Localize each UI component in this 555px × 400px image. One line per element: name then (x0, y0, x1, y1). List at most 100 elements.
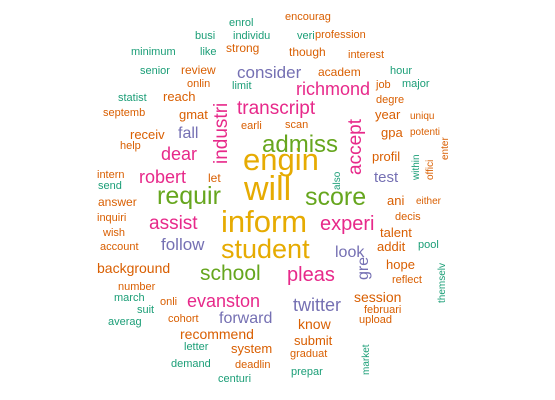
word: academ (318, 65, 361, 79)
word: suit (137, 304, 155, 316)
word: session (354, 289, 402, 305)
word: look (335, 244, 365, 261)
word: profil (372, 149, 401, 164)
word: prepar (291, 366, 323, 378)
word: let (208, 171, 221, 185)
word: transcript (237, 98, 316, 119)
word: enter (440, 137, 451, 160)
word: receiv (130, 127, 165, 142)
word: wish (103, 227, 126, 239)
word: dear (161, 144, 198, 164)
word: send (98, 180, 122, 192)
word: statist (118, 92, 147, 104)
word: pool (418, 239, 439, 251)
word: accept (345, 119, 366, 175)
word: fall (178, 125, 199, 142)
word: degre (376, 94, 405, 106)
word: busi (195, 30, 216, 42)
word: account (100, 241, 139, 253)
word: know (298, 316, 331, 332)
word: limit (232, 80, 252, 92)
word: onli (160, 296, 178, 308)
word: pleas (287, 264, 335, 286)
word: interest (348, 49, 385, 61)
word: scan (285, 119, 309, 131)
word: gre (355, 256, 372, 280)
word: gpa (381, 125, 403, 140)
word: review (181, 63, 216, 77)
word: market (361, 344, 372, 375)
word: demand (171, 358, 211, 370)
word: twitter (293, 295, 342, 315)
word: letter (184, 341, 209, 353)
word: job (376, 79, 391, 91)
word: ani (387, 193, 405, 208)
word: either (416, 196, 442, 207)
word: enrol (229, 17, 254, 29)
word: profession (315, 29, 366, 41)
word: reach (163, 89, 196, 104)
word: test (374, 169, 399, 186)
word: onlin (187, 78, 211, 90)
word: offici (425, 159, 436, 180)
word: veri (297, 30, 315, 42)
word: senior (140, 65, 170, 77)
word: assist (149, 213, 198, 234)
word: follow (161, 235, 205, 254)
word: major (402, 78, 430, 90)
word: inform (221, 204, 308, 239)
word: though (289, 45, 326, 59)
word: potenti (410, 127, 441, 138)
word: industri (211, 102, 232, 164)
word: cohort (168, 313, 199, 325)
word: also (332, 171, 343, 190)
word: hope (386, 257, 415, 272)
word: intern (97, 169, 125, 181)
word: encourag (285, 11, 331, 23)
word: within (411, 154, 422, 180)
word: graduat (290, 348, 328, 360)
word: individu (233, 30, 271, 42)
word: experi (320, 213, 375, 235)
word: addit (377, 239, 406, 254)
word: student (221, 234, 310, 264)
word: background (97, 260, 171, 276)
word: recommend (180, 326, 254, 342)
word: score (305, 183, 367, 211)
word: forward (219, 310, 273, 327)
word: februari (364, 304, 402, 316)
word: march (114, 292, 145, 304)
word: richmond (296, 79, 371, 99)
word: gmat (179, 107, 208, 122)
word: engin (243, 142, 319, 177)
word: deadlin (235, 359, 271, 371)
word: number (118, 281, 156, 293)
word: hour (390, 65, 413, 77)
word: septemb (103, 107, 146, 119)
word: submit (294, 333, 333, 348)
word: requir (157, 182, 221, 210)
word: reflect (392, 274, 422, 286)
word: decis (395, 211, 421, 223)
word: centuri (218, 373, 252, 385)
word: school (200, 262, 261, 285)
word: system (231, 341, 273, 356)
word: talent (380, 225, 412, 240)
word: consider (237, 63, 302, 82)
word: themselv (437, 262, 448, 303)
word: strong (226, 41, 260, 55)
word: will (244, 170, 292, 208)
word: year (375, 107, 401, 122)
word: inquiri (97, 212, 127, 224)
word: averag (108, 316, 142, 328)
word: upload (359, 314, 393, 326)
word: answer (98, 195, 137, 209)
word: like (200, 46, 217, 58)
word: earli (241, 120, 262, 132)
word: evanston (187, 291, 261, 311)
word: minimum (131, 46, 176, 58)
word: admiss (262, 131, 339, 158)
word: help (120, 140, 141, 152)
word: uniqu (410, 111, 435, 122)
